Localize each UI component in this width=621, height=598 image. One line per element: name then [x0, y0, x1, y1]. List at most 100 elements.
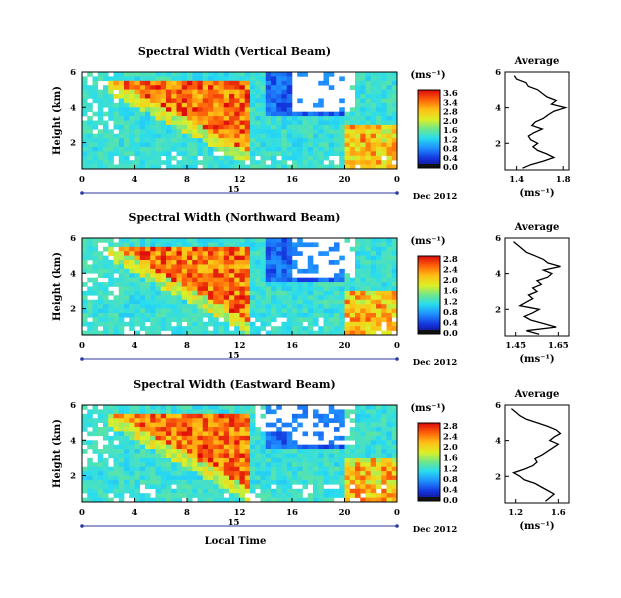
- heatmap-cell: [391, 264, 398, 270]
- heatmap-cell: [197, 80, 204, 86]
- heatmap-cell: [129, 413, 135, 419]
- heatmap-cell: [307, 317, 314, 323]
- heatmap-cell: [134, 142, 141, 148]
- heatmap-cell: [103, 85, 109, 90]
- heatmap-cell: [260, 277, 267, 283]
- heatmap-cell: [139, 120, 146, 126]
- heatmap-cell: [87, 133, 93, 139]
- heatmap-cell: [213, 286, 219, 292]
- heatmap-cell: [271, 120, 277, 126]
- heatmap-cell: [386, 409, 393, 415]
- heatmap-cell: [302, 444, 309, 450]
- heatmap-cell: [197, 295, 204, 301]
- heatmap-cell: [244, 80, 251, 86]
- heatmap-cell: [255, 299, 261, 305]
- heatmap-cell: [155, 89, 162, 95]
- heatmap-cell: [197, 264, 204, 270]
- heatmap-cell: [391, 405, 398, 410]
- heatmap-cell: [181, 493, 188, 498]
- heatmap-cell: [344, 116, 351, 121]
- heatmap-cell: [181, 457, 188, 463]
- heatmap-cell: [318, 444, 324, 450]
- heatmap-cell: [166, 405, 172, 410]
- heatmap-cell: [166, 246, 172, 252]
- heatmap-cell: [150, 418, 156, 423]
- heatmap-cell: [213, 142, 219, 148]
- heatmap-cell: [370, 453, 377, 459]
- heatmap-cell: [176, 242, 183, 248]
- heatmap-cell: [124, 98, 130, 104]
- heatmap-cell: [103, 273, 109, 278]
- heatmap-cell: [202, 444, 209, 450]
- heatmap-cell: [97, 290, 104, 296]
- heatmap-cell: [229, 295, 235, 301]
- heatmap-cell: [202, 146, 209, 152]
- heatmap-cell: [302, 449, 309, 454]
- heatmap-cell: [386, 290, 393, 296]
- heatmap-cell: [365, 142, 372, 148]
- heatmap-cell: [166, 133, 172, 139]
- heatmap-cell: [323, 277, 330, 283]
- heatmap-cell: [370, 80, 377, 86]
- heatmap-cell: [260, 72, 267, 77]
- heatmap-cell: [223, 479, 230, 485]
- heatmap-cell: [344, 146, 351, 152]
- heatmap-cell: [360, 462, 366, 468]
- heatmap-cell: [281, 260, 288, 265]
- heatmap-cell: [97, 129, 104, 135]
- heatmap-cell: [197, 102, 204, 108]
- heatmap-cell: [176, 330, 183, 336]
- heatmap-cell: [229, 133, 235, 139]
- heatmap-cell: [271, 89, 277, 95]
- heatmap-cell: [181, 405, 188, 410]
- heatmap-cell: [271, 326, 277, 331]
- heatmap-cell: [313, 422, 319, 428]
- heatmap-cell: [213, 85, 219, 90]
- day-span-end: [395, 357, 399, 361]
- heatmap-cell: [386, 72, 393, 77]
- heatmap-cell: [171, 457, 177, 463]
- colorbar-segment: [418, 269, 440, 272]
- heatmap-cell: [218, 160, 225, 165]
- heatmap-cell: [286, 142, 293, 148]
- heatmap-cell: [229, 422, 235, 428]
- heatmap-cell: [97, 471, 104, 476]
- colorbar-segment: [418, 277, 440, 280]
- heatmap-cell: [92, 85, 99, 90]
- heatmap-cell: [391, 133, 398, 139]
- heatmap-cell: [381, 133, 387, 139]
- heatmap-cell: [313, 282, 319, 287]
- heatmap-cell: [286, 286, 293, 292]
- heatmap-cell: [181, 246, 188, 252]
- heatmap-cell: [155, 160, 162, 165]
- heatmap-cell: [271, 462, 277, 468]
- heatmap-cell: [334, 471, 340, 476]
- heatmap-cell: [355, 444, 361, 450]
- heatmap-cell: [187, 493, 193, 498]
- heatmap-cell: [229, 85, 235, 90]
- heatmap-cell: [239, 277, 246, 283]
- heatmap-cell: [234, 80, 240, 86]
- heatmap-cell: [187, 427, 193, 432]
- heatmap-cell: [192, 89, 198, 95]
- heatmap-cell: [139, 251, 146, 256]
- heatmap-cell: [139, 326, 146, 331]
- heatmap-cell: [87, 457, 93, 463]
- heatmap-cell: [276, 89, 282, 95]
- heatmap-cell: [255, 444, 261, 450]
- heatmap-cell: [176, 129, 183, 135]
- heatmap-cell: [82, 251, 88, 256]
- heatmap-cell: [92, 138, 99, 143]
- heatmap-cell: [360, 160, 366, 165]
- day-span-start: [80, 524, 84, 528]
- heatmap-cell: [239, 422, 246, 428]
- heatmap-cell: [97, 142, 104, 148]
- heatmap-cell: [344, 475, 351, 481]
- heatmap-cell: [82, 290, 88, 296]
- heatmap-cell: [134, 273, 141, 278]
- heatmap-cell: [244, 308, 251, 314]
- heatmap-cell: [360, 427, 366, 432]
- heatmap-cell: [239, 413, 246, 419]
- heatmap-cell: [87, 255, 93, 261]
